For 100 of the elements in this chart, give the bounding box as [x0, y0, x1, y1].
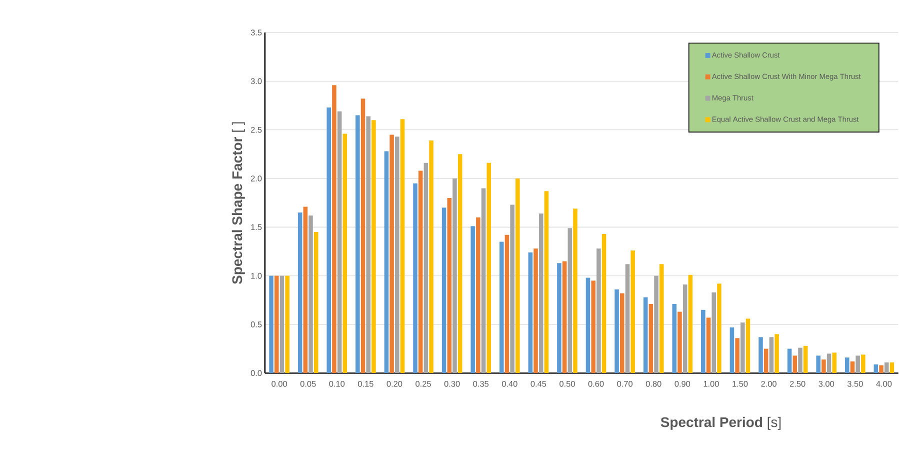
bar [342, 134, 348, 373]
bar [591, 280, 596, 373]
x-tick-label: 0.80 [646, 380, 662, 387]
x-tick-label: 0.45 [530, 380, 546, 387]
bar [285, 276, 290, 373]
bar [326, 107, 331, 373]
bar [659, 264, 664, 373]
bar [890, 362, 894, 373]
bar [308, 215, 313, 373]
bar [413, 183, 418, 373]
bar [458, 154, 462, 373]
bar [678, 312, 682, 373]
x-tick-label: 0.00 [272, 380, 287, 387]
bar [470, 226, 475, 373]
bar [787, 348, 792, 373]
bar [764, 348, 768, 373]
bar [516, 178, 520, 373]
x-tick-label: 0.60 [588, 380, 604, 387]
bar [586, 278, 590, 373]
bar [280, 276, 284, 373]
bar [596, 248, 601, 373]
bar [372, 120, 376, 373]
bar [672, 304, 677, 373]
bar [774, 334, 779, 373]
bar [476, 217, 480, 373]
bar [366, 116, 370, 373]
bar [360, 98, 366, 373]
bar [332, 84, 336, 373]
bar [602, 234, 606, 373]
bar [758, 336, 763, 373]
bar [481, 188, 486, 373]
bar [269, 276, 274, 373]
bar [418, 170, 423, 373]
bar [424, 162, 428, 373]
bar [400, 118, 405, 373]
bar [701, 310, 706, 373]
y-tick-label: 0.5 [250, 321, 262, 328]
x-tick-label: 0.25 [416, 380, 431, 387]
bar [337, 111, 342, 373]
x-tick-label: 0.40 [502, 380, 518, 387]
bar [447, 198, 452, 373]
x-tick-label: 0.35 [473, 380, 489, 387]
y-tick-label: 1.0 [251, 272, 262, 279]
bar [822, 359, 826, 373]
x-tick-label: 4.00 [876, 380, 892, 387]
y-tick-label: 2.0 [250, 175, 262, 182]
y-tick-label: 3.0 [250, 78, 262, 84]
bar [620, 293, 624, 373]
bar [826, 353, 832, 373]
y-tick-label: 2.5 [250, 126, 262, 133]
x-tick-label: 1.50 [732, 380, 748, 387]
bar [832, 352, 837, 373]
y-tick-label: 0.0 [250, 370, 262, 376]
x-tick-label: 0.20 [386, 380, 402, 387]
bar [792, 355, 798, 373]
bar [504, 234, 510, 373]
bar [740, 322, 745, 373]
bar [499, 242, 504, 373]
x-tick-label: 0.30 [444, 380, 460, 387]
x-axis-title: Spectral Period [s] [660, 416, 781, 430]
bar [544, 190, 549, 373]
bar [390, 134, 394, 373]
bar [395, 136, 400, 373]
bar [442, 207, 446, 373]
bar [614, 289, 619, 373]
bar [274, 276, 279, 373]
bar [303, 206, 308, 373]
bar [528, 252, 533, 373]
bar [538, 213, 544, 373]
bar [625, 264, 630, 373]
bar [557, 262, 562, 373]
x-tick-label: 1.00 [704, 380, 719, 387]
x-tick-label: 0.90 [674, 380, 690, 387]
x-tick-label: 0.50 [560, 380, 575, 387]
x-tick-label: 0.70 [617, 380, 632, 387]
bar [298, 212, 302, 373]
bar [798, 348, 802, 373]
x-tick-label: 0.05 [300, 380, 316, 387]
x-tick-label: 3.50 [847, 380, 863, 387]
bar [384, 151, 389, 373]
bar [712, 292, 716, 373]
bar [630, 250, 635, 373]
bar [648, 304, 654, 373]
x-tick-label: 3.00 [818, 380, 834, 387]
bar [816, 355, 820, 373]
bar [856, 355, 860, 373]
bar [510, 204, 514, 373]
bar [844, 357, 850, 373]
bar [682, 284, 688, 373]
bar [452, 178, 457, 373]
x-tick-label: 2.00 [761, 380, 776, 387]
bar [568, 228, 572, 373]
bar [884, 362, 889, 373]
x-tick-label: 2.50 [790, 380, 806, 387]
bar [879, 365, 884, 373]
x-tick-label: 0.10 [329, 380, 345, 387]
bar [706, 317, 711, 373]
bar [874, 364, 878, 373]
bar [573, 208, 578, 373]
bar [769, 336, 774, 373]
